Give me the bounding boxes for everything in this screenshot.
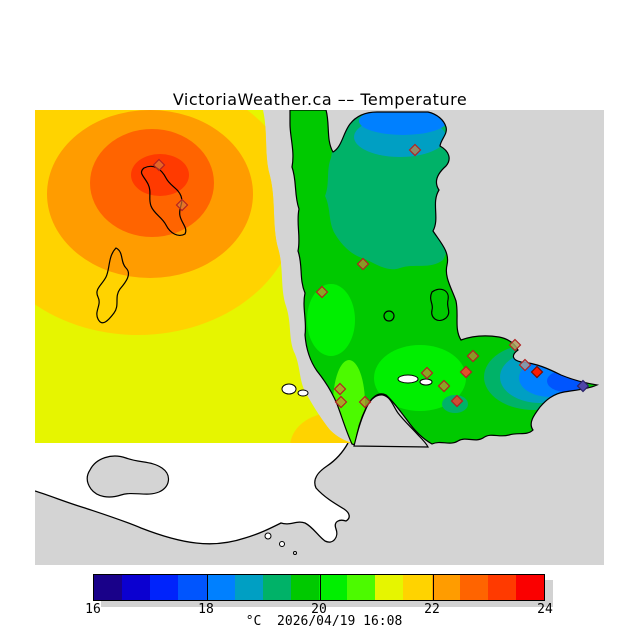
colorbar: [93, 574, 545, 601]
station-marker: [466, 349, 480, 363]
colorbar-segment: [94, 575, 123, 600]
colorbar-segment: [206, 575, 235, 600]
channel-island: [297, 389, 309, 397]
colorbar-tick-line: [320, 575, 321, 600]
harbour-spit: [397, 374, 419, 384]
colorbar-segment: [375, 575, 404, 600]
colorbar-tick-line: [433, 575, 434, 600]
colorbar-segment: [459, 575, 488, 600]
sooke-harbour-outline: [140, 165, 187, 237]
station-marker: [152, 158, 166, 172]
station-marker: [450, 394, 464, 408]
temperature-field-green: [289, 110, 598, 446]
colorbar-segment: [234, 575, 263, 600]
colorbar-segment: [262, 575, 291, 600]
south-shore-land: [35, 442, 350, 555]
station-marker: [333, 382, 347, 396]
station-marker: [576, 379, 590, 393]
page-title: VictoriaWeather.ca –– Temperature: [172, 90, 468, 109]
colorbar-tick-label: 24: [537, 602, 553, 617]
station-marker: [420, 366, 434, 380]
station-marker: [358, 395, 372, 409]
unit-label: °C: [245, 614, 262, 629]
colorbar-tick-label: 16: [85, 602, 101, 617]
station-marker: [356, 257, 370, 271]
colorbar-segment: [487, 575, 516, 600]
station-marker: [518, 358, 532, 372]
colorbar-segment: [178, 575, 207, 600]
elk-lake-outline: [429, 288, 450, 322]
colorbar-tick-label: 20: [311, 602, 327, 617]
race-rocks-islet: [264, 532, 272, 540]
race-rocks-islet: [279, 541, 285, 547]
station-marker: [530, 365, 544, 379]
colorbar-segment: [431, 575, 460, 600]
colorbar-segment: [290, 575, 319, 600]
colorbar-tick-label: 18: [198, 602, 214, 617]
datetime-label: 2026/04/19 16:08: [277, 614, 403, 629]
station-markers: [152, 143, 590, 409]
colorbar-segment: [319, 575, 348, 600]
colorbar-segment: [122, 575, 151, 600]
islet: [293, 551, 297, 555]
station-marker: [459, 365, 473, 379]
harbour-spit: [419, 378, 433, 386]
esquimalt-harbour-inlet: [353, 394, 429, 448]
colorbar-segment: [150, 575, 179, 600]
channel-island: [281, 383, 297, 395]
colorbar-segment: [403, 575, 432, 600]
caption-spacer: [261, 614, 277, 629]
sooke-lake-outline: [96, 247, 130, 324]
temperature-map: [35, 110, 604, 565]
station-marker: [408, 143, 422, 157]
sooke-basin-inlet: [86, 455, 169, 498]
small-lake-outline: [383, 310, 395, 322]
colorbar-tick-line: [207, 575, 208, 600]
station-marker: [437, 379, 451, 393]
station-marker: [175, 198, 189, 212]
colorbar-caption: °C 2026/04/19 16:08: [246, 614, 403, 629]
colorbar-tick-label: 22: [424, 602, 440, 617]
station-marker: [334, 395, 348, 409]
colorbar-segment: [347, 575, 376, 600]
station-marker: [315, 285, 329, 299]
colorbar-segment: [515, 575, 544, 600]
station-marker: [508, 338, 522, 352]
